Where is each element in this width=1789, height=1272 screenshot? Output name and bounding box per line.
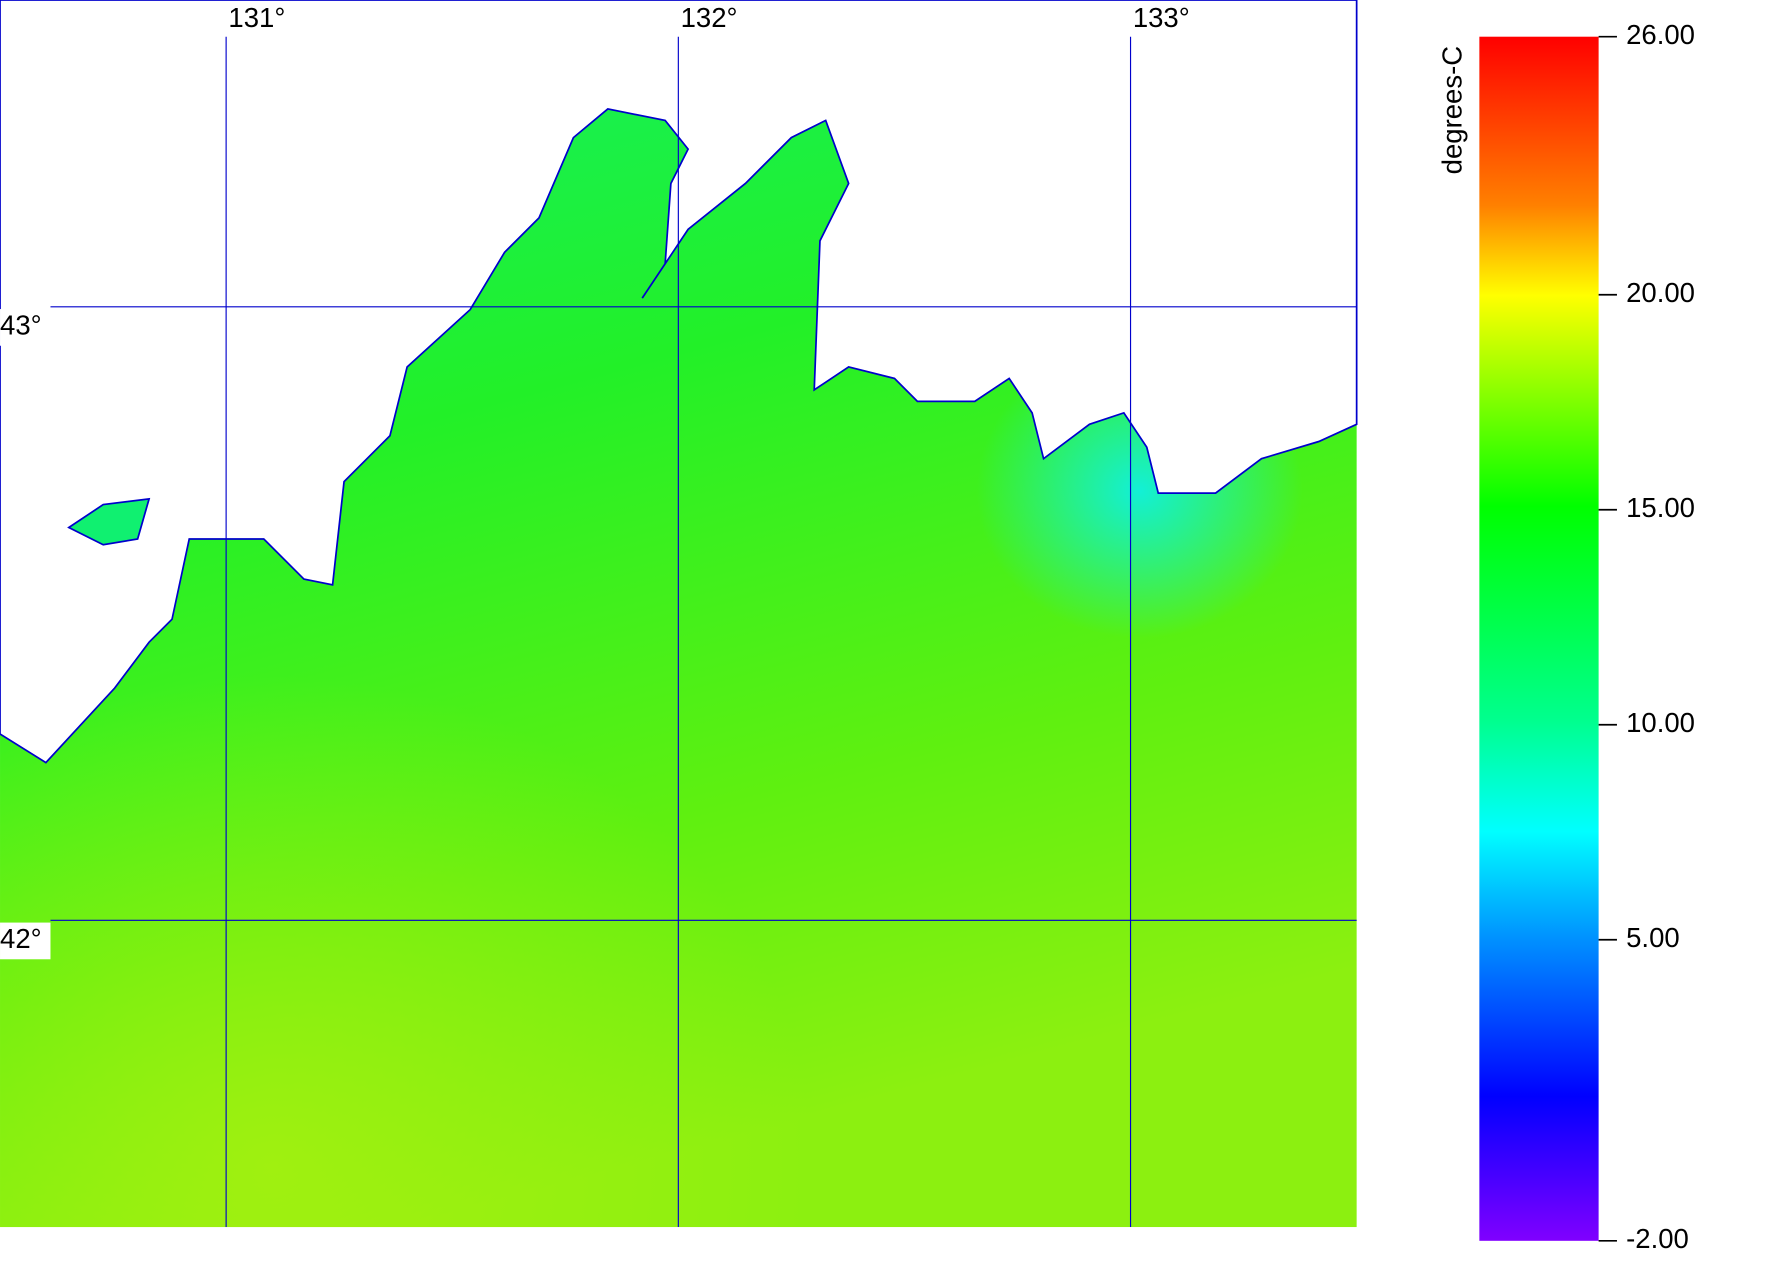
longitude-label: 133°: [1133, 2, 1190, 33]
colorbar-tick-label: 20.00: [1626, 277, 1695, 308]
colorbar-tick-label: 26.00: [1626, 19, 1695, 50]
label-background: [0, 309, 51, 346]
colorbar-tick-label: 15.00: [1626, 492, 1695, 523]
latitude-label: 43°: [0, 310, 42, 341]
colorbar: [1479, 36, 1599, 1241]
island: [67, 497, 151, 546]
latitude-label: 42°: [0, 923, 42, 954]
land: [0, 0, 1358, 764]
colorbar-label: degrees-C: [1436, 46, 1467, 174]
longitude-label: 132°: [681, 2, 738, 33]
label-background: [0, 922, 51, 960]
colorbar-tick-label: 10.00: [1626, 707, 1695, 738]
colorbar-tick-label: -2.00: [1626, 1223, 1689, 1254]
colorbar-tick-label: 5.00: [1626, 922, 1680, 953]
longitude-label: 131°: [228, 2, 285, 33]
